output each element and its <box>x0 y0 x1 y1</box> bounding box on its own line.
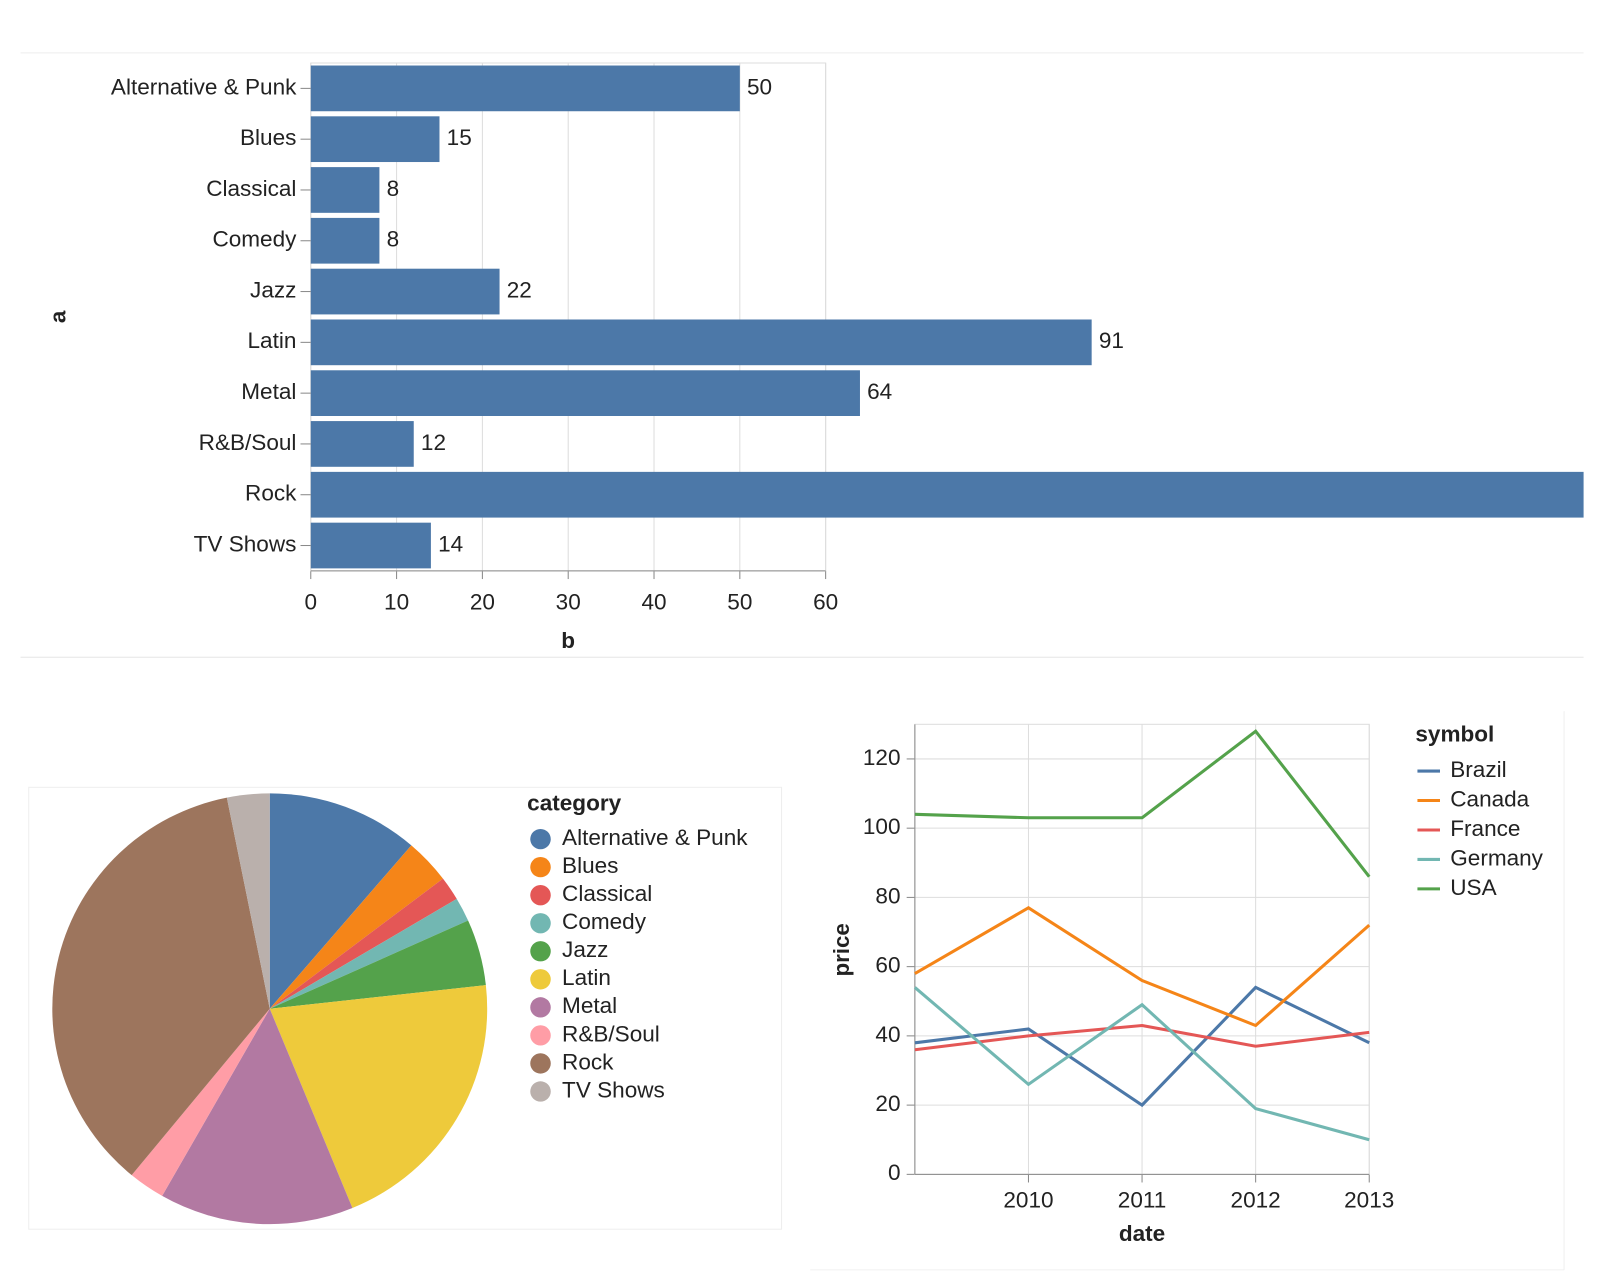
value-label: 14 <box>438 532 463 557</box>
y-tick-label: Jazz <box>250 278 296 303</box>
legend-swatch <box>530 1081 551 1102</box>
pie-slice <box>131 1008 270 1196</box>
y-tick-label: Alternative & Punk <box>111 74 297 99</box>
y-tick-label: Comedy <box>212 227 297 252</box>
bar <box>310 319 1092 366</box>
bar <box>310 65 740 112</box>
line-chart: 0 20 40 60 80 100 120 2010 2011 2012 2013 Brazil Can… <box>829 721 1544 1246</box>
legend-label: USA <box>1450 875 1496 900</box>
pie-slice <box>269 920 486 1009</box>
line-series <box>914 1023 1370 1052</box>
legend-title: symbol <box>1415 721 1494 746</box>
pie-chart: category Alternative & Punk Blues Classical… <box>52 791 748 1225</box>
legend-label: Alternative & Punk <box>562 825 748 850</box>
legend-label: TV Shows <box>562 1077 665 1102</box>
pie-panel <box>28 786 783 1230</box>
value-label: 91 <box>1099 328 1124 353</box>
y-tick-label: Rock <box>245 481 297 506</box>
x-tick-label: 0 <box>304 589 317 614</box>
x-tick-label: 50 <box>727 589 752 614</box>
value-label: 22 <box>507 278 532 303</box>
x-tick-label: 2011 <box>1118 1188 1166 1213</box>
x-axis-title: b <box>561 628 575 653</box>
legend-swatch <box>530 856 551 878</box>
y-axis-title: price <box>829 923 854 976</box>
y-axis-title: a <box>45 310 70 323</box>
pie-slice <box>226 793 270 1009</box>
x-tick-label: 2012 <box>1231 1188 1281 1213</box>
x-tick-label: 60 <box>813 589 838 614</box>
legend-swatch <box>530 941 551 962</box>
legend-swatch <box>530 1025 551 1046</box>
y-tick-label: 60 <box>875 953 900 978</box>
line-series <box>914 729 1371 878</box>
value-label: 8 <box>387 227 400 252</box>
legend-swatch <box>530 1053 551 1074</box>
x-tick-label: 30 <box>556 589 581 614</box>
legend-swatch <box>530 913 551 934</box>
legend-label: Germany <box>1450 845 1543 870</box>
legend-label: Rock <box>562 1049 614 1074</box>
legend-label: Comedy <box>562 909 647 934</box>
y-tick-label: 80 <box>875 883 900 908</box>
bar <box>310 421 414 467</box>
legend-title: category <box>527 791 622 816</box>
y-tick-label: 120 <box>863 745 901 770</box>
bar <box>310 217 380 264</box>
y-tick-label: Blues <box>240 125 296 150</box>
bar <box>310 522 431 569</box>
legend-label: Canada <box>1450 787 1529 812</box>
bar <box>310 370 860 416</box>
bar <box>310 268 500 315</box>
bar <box>310 116 440 163</box>
legend-label: R&B/Soul <box>562 1021 660 1046</box>
value-label: 50 <box>747 74 772 99</box>
legend-label: Classical <box>562 881 652 906</box>
legend-label: France <box>1450 816 1520 841</box>
x-tick-label: 2010 <box>1003 1188 1053 1213</box>
value-label: 15 <box>447 125 472 150</box>
y-tick-label: Classical <box>206 176 296 201</box>
line-series <box>914 906 1371 1028</box>
legend-swatch <box>530 885 551 906</box>
pie-slice <box>269 878 457 1009</box>
pie-slice <box>52 797 270 1176</box>
bar-chart: 0 10 20 30 40 50 60 50 Alternative & Punk 15 Blues… <box>45 62 1584 653</box>
legend-label: Brazil <box>1450 757 1506 782</box>
legend-label: Jazz <box>562 937 608 962</box>
value-label: 64 <box>867 379 892 404</box>
bar <box>310 471 1584 518</box>
legend-swatch <box>530 997 551 1018</box>
legend-swatch <box>530 828 551 850</box>
x-tick-label: 20 <box>470 589 495 614</box>
x-tick-label: 40 <box>641 589 666 614</box>
x-tick-label: 10 <box>384 589 409 614</box>
legend-label: Latin <box>562 965 611 990</box>
pie-slice <box>269 793 412 1009</box>
y-tick-label: R&B/Soul <box>199 430 297 455</box>
y-tick-label: 100 <box>863 814 901 839</box>
value-label: 8 <box>387 176 400 201</box>
x-axis-title: date <box>1119 1221 1165 1246</box>
pie-slice <box>269 985 488 1208</box>
pie-slice <box>269 898 469 1009</box>
y-tick-label: Latin <box>248 328 297 353</box>
y-tick-label: 40 <box>875 1022 900 1047</box>
legend-swatch <box>530 969 551 990</box>
legend-label: Metal <box>562 993 617 1018</box>
pie-slice <box>162 1008 353 1225</box>
line-series <box>914 985 1370 1108</box>
y-tick-label: Metal <box>241 379 296 404</box>
x-tick-label: 2013 <box>1344 1188 1394 1213</box>
y-tick-label: 20 <box>875 1091 900 1116</box>
y-tick-label: TV Shows <box>194 532 297 557</box>
value-label: 12 <box>421 430 446 455</box>
pie-slice <box>269 845 443 1009</box>
bar <box>310 167 380 213</box>
y-tick-label: 0 <box>888 1160 901 1185</box>
line-series <box>913 986 1370 1142</box>
legend-label: Blues <box>562 853 618 878</box>
